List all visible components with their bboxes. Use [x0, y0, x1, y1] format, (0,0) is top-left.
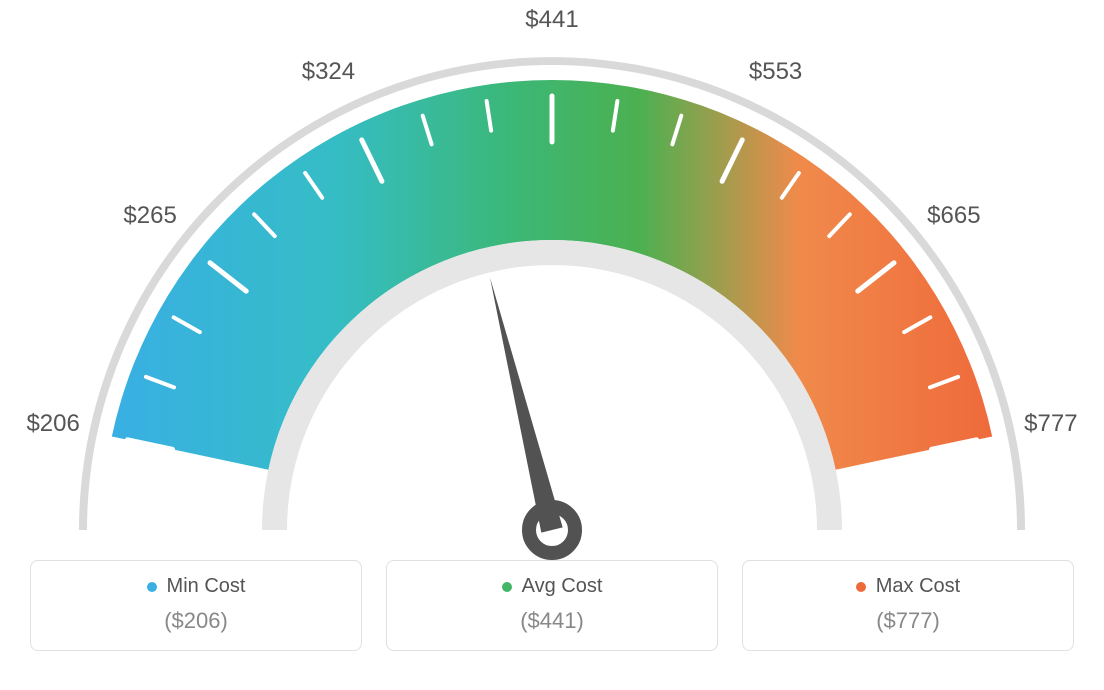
tick-label: $206	[26, 410, 79, 438]
legend-card-avg: Avg Cost ($441)	[386, 560, 718, 651]
legend-value-avg: ($441)	[397, 608, 707, 634]
tick-label: $777	[1024, 410, 1077, 438]
tick-label: $265	[123, 202, 176, 230]
legend-card-min: Min Cost ($206)	[30, 560, 362, 651]
gauge-svg	[0, 0, 1104, 560]
gauge-chart: $206 $265 $324 $441 $553 $665 $777	[0, 0, 1104, 560]
tick-label: $441	[525, 6, 578, 34]
legend-value-max: ($777)	[753, 608, 1063, 634]
legend-dot-min	[147, 582, 157, 592]
legend-dot-avg	[502, 582, 512, 592]
legend-title-min: Min Cost	[167, 575, 246, 598]
tick-label: $324	[302, 58, 355, 86]
tick-label: $665	[927, 202, 980, 230]
legend-title-max: Max Cost	[876, 575, 960, 598]
legend-card-max: Max Cost ($777)	[742, 560, 1074, 651]
legend-value-min: ($206)	[41, 608, 351, 634]
gauge-needle	[490, 278, 563, 533]
legend-row: Min Cost ($206) Avg Cost ($441) Max Cost…	[0, 560, 1104, 651]
tick-label: $553	[749, 58, 802, 86]
legend-title-avg: Avg Cost	[522, 575, 603, 598]
legend-dot-max	[856, 582, 866, 592]
